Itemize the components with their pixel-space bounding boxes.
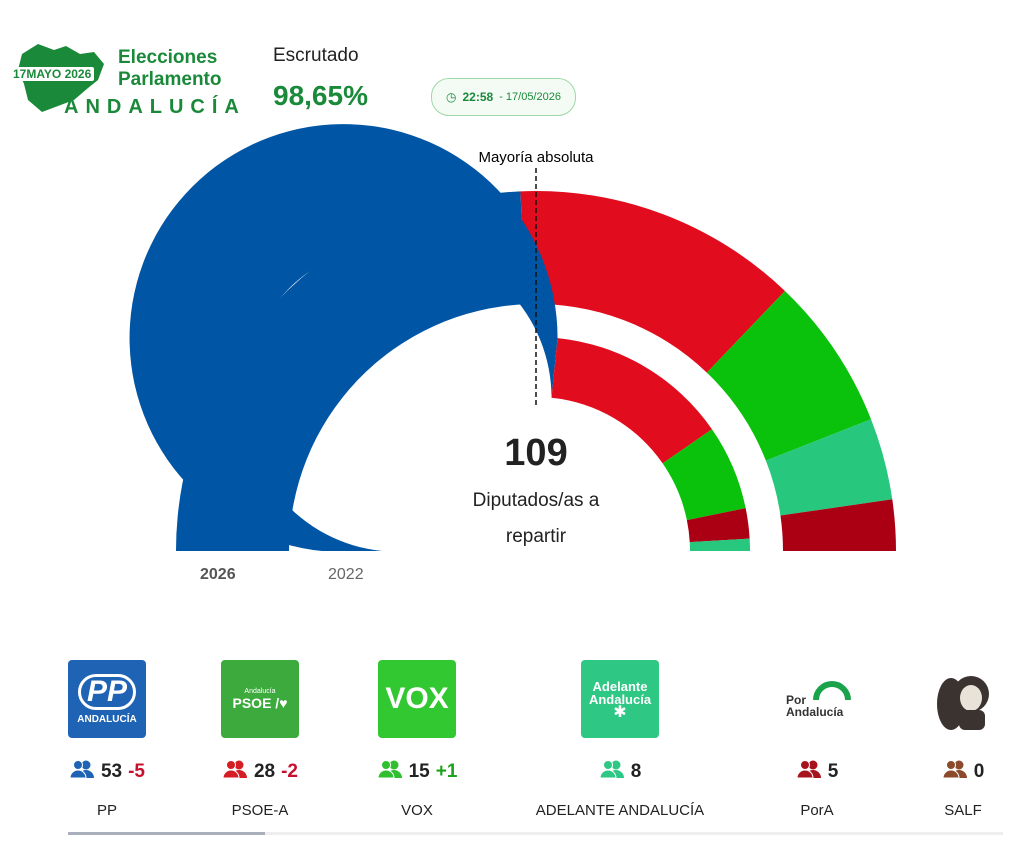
seat-segment <box>689 538 750 551</box>
logo-text: Andalucía <box>588 691 652 707</box>
people-icon <box>377 760 402 779</box>
scrutiny-value: 98,65% <box>273 80 368 111</box>
party-logo: Por Andalucía <box>778 660 856 738</box>
seats-row: 15 +1 <box>327 760 507 784</box>
logo-text: Andalucía <box>244 687 276 695</box>
time-pill: ◷ 22:58 - 17/05/2026 <box>431 78 576 116</box>
party-logo <box>924 660 1002 738</box>
logo-text: Elecciones Parlamento <box>118 47 221 91</box>
seat-segment <box>706 290 872 461</box>
logo-text: PP <box>77 673 137 710</box>
change: +1 <box>435 761 458 782</box>
party-name: PP <box>96 802 117 819</box>
seats-row: 53 -5 <box>17 760 197 784</box>
logo-date: 17MAYO 2026 <box>10 67 95 81</box>
hemicycle: Mayoría absoluta <box>129 124 896 552</box>
party-logo: PP ANDALUCÍA <box>68 660 146 738</box>
party-name: PSOE-A <box>231 802 289 819</box>
seats-row: 28 -2 <box>170 760 350 784</box>
time: 22:58 <box>462 90 494 104</box>
people-icon <box>942 760 967 779</box>
scrutiny-label: Escrutado <box>273 45 359 66</box>
party-logo: Andalucía PSOE /♥ <box>221 660 299 738</box>
seats-row: 8 <box>530 760 710 784</box>
party-card[interactable]: 0 SALF <box>873 660 1024 819</box>
date: - 17/05/2026 <box>499 91 561 103</box>
party-logo: VOX <box>378 660 456 738</box>
people-icon <box>222 760 247 779</box>
logo-text: Por <box>786 693 807 707</box>
people-icon <box>69 760 94 779</box>
logo-text: Andalucía <box>786 705 844 719</box>
seat-segment <box>176 191 526 552</box>
party-name: SALF <box>944 802 982 819</box>
seat-segment <box>780 499 896 551</box>
seat-segment <box>765 419 893 516</box>
logo-text: ANDALUCÍA <box>77 713 137 725</box>
seats: 8 <box>630 761 642 782</box>
seats: 15 <box>408 761 430 782</box>
logo-text: Adelante <box>592 678 648 694</box>
party-card[interactable]: Por Andalucía 5 PorA <box>727 660 907 819</box>
logo-region: ANDALUCÍA <box>64 96 246 118</box>
seat-segment <box>686 508 750 543</box>
logo-text: PSOE / <box>232 694 280 711</box>
seats: 53 <box>100 761 123 782</box>
party-card[interactable]: Andalucía PSOE /♥ 28 -2 PSOE-A <box>170 660 350 819</box>
party-name: PorA <box>800 802 834 819</box>
seat-segment <box>129 124 558 552</box>
logo-text: VOX <box>385 682 449 715</box>
ring-label: 2026 <box>200 566 236 583</box>
change: -2 <box>281 761 299 782</box>
party-name: VOX <box>401 802 433 819</box>
seats-row: 0 <box>873 760 1024 784</box>
party-card[interactable]: PP ANDALUCÍA 53 -5 PP <box>17 660 197 819</box>
party-card[interactable]: Adelante Andalucía ✱ 8 ADELANTE ANDALUCÍ… <box>530 660 710 819</box>
people-icon <box>599 760 624 779</box>
seats: 5 <box>827 761 839 782</box>
party-name: ADELANTE ANDALUCÍA <box>535 802 705 819</box>
seat-segment <box>520 191 785 373</box>
seats-row: 5 <box>727 760 907 784</box>
seat-segment <box>662 429 746 521</box>
seat-segment <box>551 338 712 464</box>
scroll-track <box>68 832 1003 835</box>
party-card[interactable]: VOX 15 +1 VOX <box>327 660 507 819</box>
total: 109 <box>504 432 568 474</box>
people-icon <box>796 760 821 779</box>
total-label: Diputados/as a repartir <box>472 490 600 547</box>
logo-line: Parlamento <box>118 69 222 90</box>
logo-icon: ✱ <box>613 703 627 721</box>
seats: 0 <box>973 761 985 782</box>
logo-line: Elecciones <box>118 47 218 68</box>
logo-arc <box>813 681 851 700</box>
change: -5 <box>128 761 146 782</box>
logo-squirrel <box>937 676 989 730</box>
scroll-thumb[interactable] <box>68 832 265 835</box>
clock-icon: ◷ <box>446 90 457 104</box>
majority-label: Mayoría absoluta <box>478 149 594 166</box>
seats: 28 <box>253 761 276 782</box>
ring-label: 2022 <box>328 566 364 583</box>
party-logo: Adelante Andalucía ✱ <box>581 660 659 738</box>
logo-text: PSOE /♥ <box>232 694 288 711</box>
